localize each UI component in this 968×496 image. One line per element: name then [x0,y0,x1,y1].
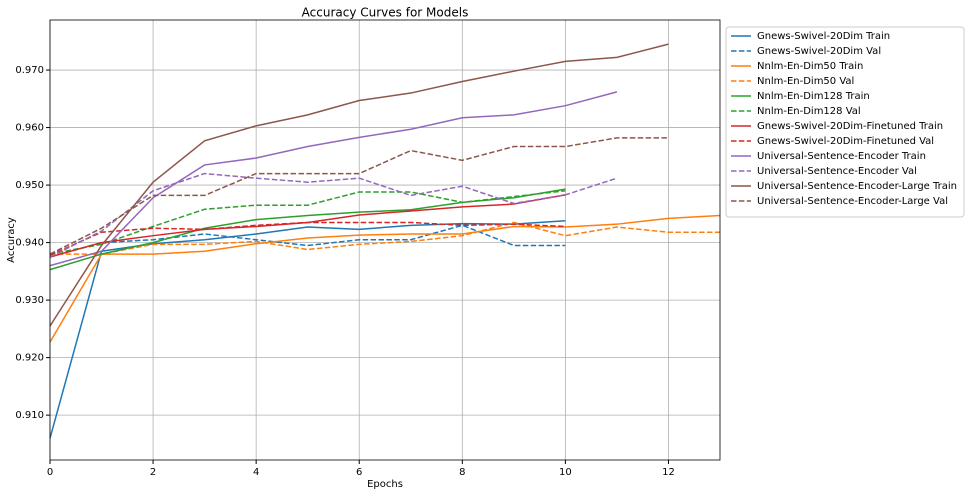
series-line [49,214,721,343]
plot-frame [49,19,721,461]
legend-label: Gnews-Swivel-20Dim Val [757,46,881,57]
legend-label: Gnews-Swivel-20Dim Train [757,31,890,42]
series-line [49,43,669,327]
series-line [49,221,566,256]
x-tick-label: 0 [47,467,53,478]
x-tick-label: 10 [559,467,572,478]
legend-label: Gnews-Swivel-20Dim-Finetuned Train [757,121,943,132]
y-tick-label: 0.970 [15,65,44,76]
legend-label: Nnlm-En-Dim50 Train [757,61,863,72]
series-line [49,137,669,255]
series-line [49,91,618,267]
series-line [49,188,566,271]
series-line [49,190,566,255]
legend-label: Nnlm-En-Dim50 Val [757,76,854,87]
legend-label: Universal-Sentence-Encoder Val [757,166,917,177]
chart-title: Accuracy Curves for Models [302,6,469,20]
legend-label: Gnews-Swivel-20Dim-Finetuned Val [757,136,934,147]
y-tick-label: 0.940 [15,238,44,249]
legend-label: Universal-Sentence-Encoder Train [757,151,926,162]
y-tick-label: 0.910 [15,410,44,421]
legend-label: Nnlm-En-Dim128 Train [757,91,870,102]
series-line [50,221,720,255]
x-tick-label: 8 [459,467,465,478]
series-line [49,172,618,258]
x-tick-label: 2 [150,467,156,478]
y-tick-label: 0.920 [15,353,44,364]
y-tick-label: 0.960 [15,123,44,134]
legend-label: Universal-Sentence-Encoder-Large Val [757,196,948,207]
y-tick-label: 0.950 [15,180,44,191]
x-tick-label: 12 [662,467,675,478]
y-axis-label: Accuracy [6,217,17,263]
legend-label: Nnlm-En-Dim128 Val [757,106,861,117]
x-axis-label: Epochs [367,479,403,490]
x-tick-label: 6 [356,467,362,478]
legend-box [725,26,965,218]
x-tick-label: 4 [253,467,259,478]
legend-label: Universal-Sentence-Encoder-Large Train [757,181,957,192]
y-tick-label: 0.930 [15,295,44,306]
